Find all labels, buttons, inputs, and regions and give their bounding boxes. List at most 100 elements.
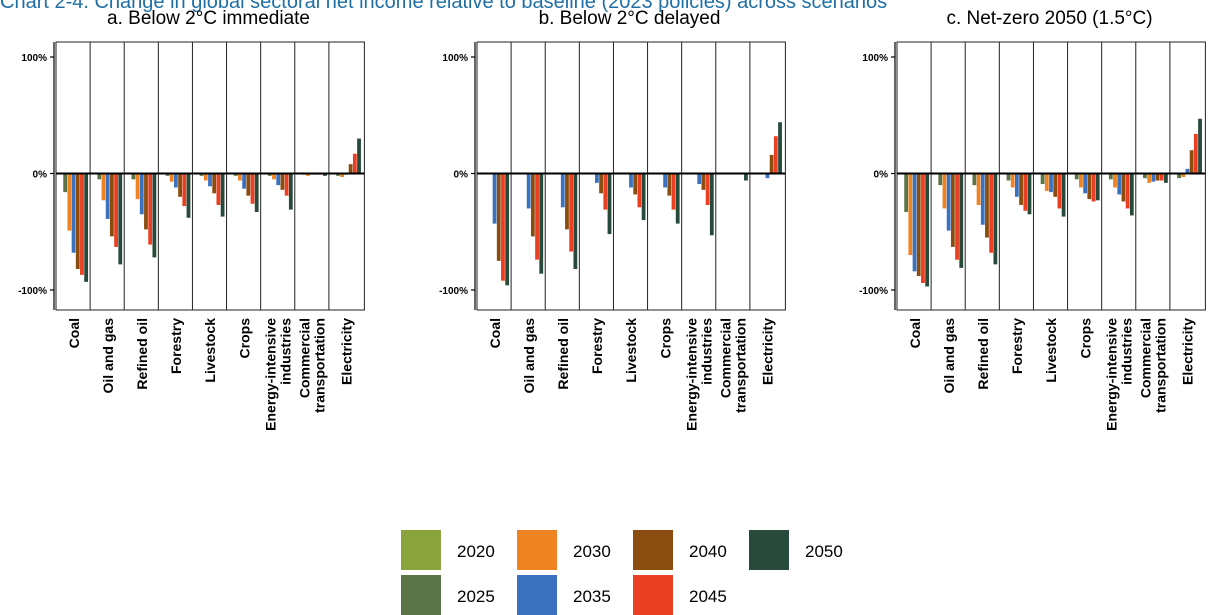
bar-1-6-2040 [701, 173, 706, 190]
bar-0-1-2030 [101, 173, 106, 201]
x-category-label-2-8: Electricity [1180, 318, 1196, 385]
x-category-label-0-8: Electricity [339, 318, 355, 385]
x-category-label-0-6: Energy-intensiveindustries [262, 318, 293, 431]
bar-0-5-2035 [242, 173, 247, 189]
bar-2-1-2030 [942, 173, 947, 209]
bar-0-3-2035 [173, 173, 178, 188]
bar-0-1-2050 [118, 173, 123, 265]
legend-label-2025: 2025 [457, 587, 495, 606]
bar-2-4-2030 [1044, 173, 1049, 191]
bar-1-5-2050 [675, 173, 680, 224]
bar-1-6-2050 [709, 173, 714, 236]
bar-1-2-2045 [569, 173, 574, 252]
bar-1-5-2045 [671, 173, 676, 210]
x-category-label-1-2: Refined oil [555, 318, 571, 390]
bar-0-4-2035 [208, 173, 212, 187]
x-category-label-line: industries [277, 318, 293, 385]
bar-2-8-2030 [1181, 173, 1186, 177]
bar-0-5-2025 [233, 173, 238, 176]
legend-label-2045: 2045 [689, 587, 727, 606]
bar-0-6-2030 [272, 173, 276, 180]
y-tick-label-2-1: 0% [874, 170, 889, 181]
legend-swatch-2050 [749, 530, 789, 570]
bar-0-4-2025 [199, 173, 204, 176]
bar-2-2-2040 [985, 173, 989, 238]
bar-0-2-2025 [131, 173, 136, 180]
page-title: Chart 2-4. Change in global sectoral net… [0, 0, 888, 13]
bar-2-7-2040 [1155, 173, 1160, 181]
bar-2-7-2035 [1151, 173, 1156, 182]
bar-0-0-2045 [80, 173, 84, 275]
y-tick-label-0-1: 0% [33, 170, 48, 181]
bar-1-5-2040 [667, 173, 672, 196]
bar-0-6-2050 [288, 173, 293, 210]
bar-0-4-2030 [203, 173, 208, 181]
bar-2-3-2040 [1019, 173, 1023, 205]
bar-2-4-2045 [1057, 173, 1062, 209]
x-category-label-line: Commercial [718, 318, 734, 398]
bar-2-1-2025 [938, 173, 943, 186]
bar-0-2-2035 [139, 173, 144, 215]
y-tick-label-1-2: -100% [439, 286, 468, 297]
bar-0-6-2025 [267, 173, 272, 176]
facet-panel-0-7 [294, 41, 331, 311]
x-category-label-2-7: Commercialtransportation [1138, 318, 1169, 413]
bar-2-6-2030 [1113, 173, 1117, 188]
bar-2-7-2045 [1159, 173, 1164, 181]
facet-panel-2-8 [1169, 41, 1206, 311]
bar-1-1-2040 [530, 173, 535, 237]
bar-2-3-2030 [1010, 173, 1015, 188]
bar-1-1-2050 [539, 173, 544, 274]
bar-2-7-2050 [1164, 173, 1168, 183]
bar-1-3-2050 [607, 173, 612, 235]
bar-0-4-2045 [216, 173, 221, 205]
bar-0-4-2040 [212, 173, 217, 194]
bar-0-0-2040 [75, 173, 80, 270]
bar-0-8-2030 [340, 173, 345, 177]
bar-0-4-2050 [220, 173, 225, 217]
bar-2-0-2025 [904, 173, 909, 212]
bar-0-5-2045 [250, 173, 255, 204]
bar-1-6-2045 [705, 173, 710, 205]
bar-0-6-2040 [280, 173, 285, 190]
legend-swatch-2035 [517, 575, 557, 615]
legend-label-2035: 2035 [573, 587, 611, 606]
bar-2-8-2035 [1185, 168, 1190, 174]
x-category-label-0-5: Crops [236, 318, 252, 359]
x-category-label-2-4: Livestock [1043, 318, 1059, 383]
x-category-label-line: transportation [312, 318, 328, 413]
bar-2-2-2025 [972, 173, 977, 186]
legend-label-2050: 2050 [805, 542, 843, 561]
bar-0-0-2035 [71, 173, 76, 253]
bar-2-6-2035 [1117, 173, 1122, 195]
bar-2-8-2050 [1198, 118, 1202, 174]
y-tick-label-1-1: 0% [454, 170, 469, 181]
bar-2-3-2035 [1014, 173, 1019, 197]
bar-2-1-2050 [959, 173, 964, 268]
legend-swatch-2040 [633, 530, 673, 570]
bar-2-1-2040 [950, 173, 955, 247]
bar-0-3-2050 [186, 173, 191, 218]
bar-2-5-2050 [1095, 173, 1100, 201]
x-category-label-1-8: Electricity [760, 318, 776, 385]
bar-1-0-2035 [492, 173, 497, 224]
legend-label-2020: 2020 [457, 542, 495, 561]
y-tick-label-2-0: 100% [862, 53, 888, 64]
bar-2-8-2045 [1193, 133, 1198, 174]
bar-0-3-2030 [169, 173, 174, 182]
bar-0-6-2045 [284, 173, 289, 196]
x-category-label-line: industries [1118, 318, 1134, 385]
bar-0-3-2025 [165, 173, 170, 176]
bar-2-6-2045 [1125, 173, 1130, 209]
x-category-label-0-1: Oil and gas [100, 318, 116, 394]
bar-0-1-2040 [109, 173, 114, 237]
bar-1-0-2045 [501, 173, 505, 281]
panel-title-0: a. Below 2°C immediate [107, 8, 310, 29]
bar-0-7-2050 [323, 173, 327, 176]
bar-0-5-2030 [238, 173, 242, 181]
bar-0-0-2025 [63, 173, 68, 193]
bar-1-3-2045 [603, 173, 608, 210]
bar-2-0-2040 [916, 173, 921, 277]
legend-label-2030: 2030 [573, 542, 611, 561]
bar-1-8-2040 [769, 154, 774, 174]
